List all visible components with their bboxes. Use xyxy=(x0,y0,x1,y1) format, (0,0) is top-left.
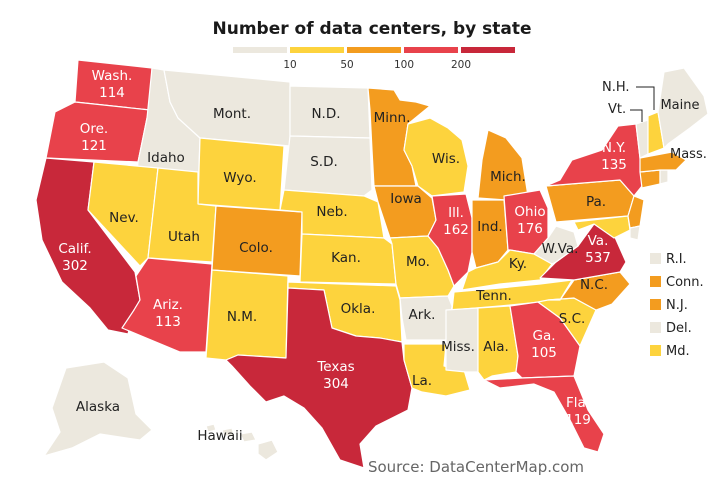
small-state-swatch xyxy=(650,299,661,310)
state-mich xyxy=(477,129,529,201)
state-label: Fla. 119 xyxy=(565,395,591,428)
state-label: Utah xyxy=(168,229,200,245)
small-state-label: N.J. xyxy=(666,298,688,313)
small-state-label: R.I. xyxy=(666,252,687,267)
state-label: Colo. xyxy=(239,240,273,256)
callout-leader-vt xyxy=(630,109,643,122)
state-label: Ariz. 113 xyxy=(153,297,183,330)
small-state-label: Del. xyxy=(666,321,692,336)
state-ill xyxy=(427,193,473,287)
small-state-label: Conn. xyxy=(666,275,704,290)
state-label: Iowa xyxy=(390,191,422,207)
state-label: S.C. xyxy=(559,311,586,327)
northeast-callouts: Maine Mass. N.H. Vt. xyxy=(602,80,707,162)
state-label: Ohio 176 xyxy=(514,204,545,237)
scale-tick-label: 50 xyxy=(340,59,353,71)
state-label: N.D. xyxy=(311,106,340,122)
state-label: Texas 304 xyxy=(316,359,354,392)
state-label: Calif. 302 xyxy=(58,241,91,274)
state-sd xyxy=(283,135,373,197)
scale-bin-3 xyxy=(404,47,458,53)
small-states-legend: R.I. Conn. N.J. Del. Md. xyxy=(650,252,704,359)
state-mass xyxy=(639,151,687,173)
state-label: Okla. xyxy=(341,301,376,317)
state-label: Wis. xyxy=(432,151,460,167)
state-texas xyxy=(225,287,413,469)
scale-bin-1 xyxy=(290,47,344,53)
state-de xyxy=(629,225,641,241)
state-label: Nev. xyxy=(109,210,139,226)
scale-bin-4 xyxy=(461,47,515,53)
state-label: Ala. xyxy=(483,339,509,355)
state-label: Miss. xyxy=(441,339,475,355)
scale-bin-0 xyxy=(233,47,287,53)
states-layer xyxy=(35,59,709,469)
state-labels: Wash. 114 Ore. 121 Calif. 302 Idaho Mont. N… xyxy=(58,68,627,428)
small-state-swatch xyxy=(650,276,661,287)
callout-leader-nh xyxy=(636,86,655,110)
state-label: Ark. xyxy=(409,307,436,323)
state-fla xyxy=(483,375,605,453)
small-state-swatch xyxy=(650,253,661,264)
scale-tick-label: 100 xyxy=(394,59,414,71)
state-maine xyxy=(657,67,709,149)
small-state-label: Md. xyxy=(666,344,690,359)
scale-tick-label: 10 xyxy=(283,59,296,71)
state-label: Mich. xyxy=(490,169,526,185)
state-label: Idaho xyxy=(147,150,185,166)
state-label: La. xyxy=(412,373,432,389)
state-nev xyxy=(87,161,159,267)
scale-tick-label: 200 xyxy=(451,59,471,71)
state-label: Tenn. xyxy=(475,288,512,304)
state-label: N.C. xyxy=(580,277,608,293)
state-label: Va. 537 xyxy=(585,233,611,266)
state-label: Neb. xyxy=(316,204,347,220)
state-label-maine: Maine xyxy=(660,98,699,113)
state-label: S.D. xyxy=(310,154,338,170)
state-label-nh: N.H. xyxy=(602,80,630,95)
source-note: Source: DataCenterMap.com xyxy=(368,458,584,476)
state-label: N.M. xyxy=(227,309,257,325)
small-state-swatch xyxy=(650,345,661,356)
small-state-swatch xyxy=(650,322,661,333)
color-scale-legend: 10 50 100 200 xyxy=(233,47,515,71)
scale-bin-2 xyxy=(347,47,401,53)
state-label: Ky. xyxy=(509,256,527,272)
state-label: N.Y. 135 xyxy=(601,140,627,173)
state-label: Ga. 105 xyxy=(531,328,557,361)
state-label: Mont. xyxy=(213,106,251,122)
state-label-mass: Mass. xyxy=(670,147,707,162)
state-conn xyxy=(639,169,661,189)
state-wva xyxy=(533,225,579,265)
state-label-alaska: Alaska xyxy=(76,399,120,415)
state-label-hawaii: Hawaii xyxy=(197,428,242,444)
state-alaska xyxy=(43,361,153,457)
state-wis xyxy=(403,117,469,197)
state-la xyxy=(403,343,471,397)
state-ri xyxy=(659,169,669,185)
state-label: Pa. xyxy=(586,194,606,210)
state-label: Kan. xyxy=(331,250,361,266)
state-label: Ind. xyxy=(477,219,502,235)
state-label-vt: Vt. xyxy=(608,102,626,117)
state-hawaii xyxy=(205,423,279,461)
state-label: Minn. xyxy=(374,110,411,126)
state-label: Ore. 121 xyxy=(80,121,108,154)
state-label: Wyo. xyxy=(223,170,256,186)
state-label: Ill. 162 xyxy=(443,205,469,238)
map-title: Number of data centers, by state xyxy=(213,19,532,39)
state-label: Wash. 114 xyxy=(92,68,133,101)
state-label: Mo. xyxy=(406,254,430,270)
state-label: W.Va. xyxy=(542,241,579,257)
